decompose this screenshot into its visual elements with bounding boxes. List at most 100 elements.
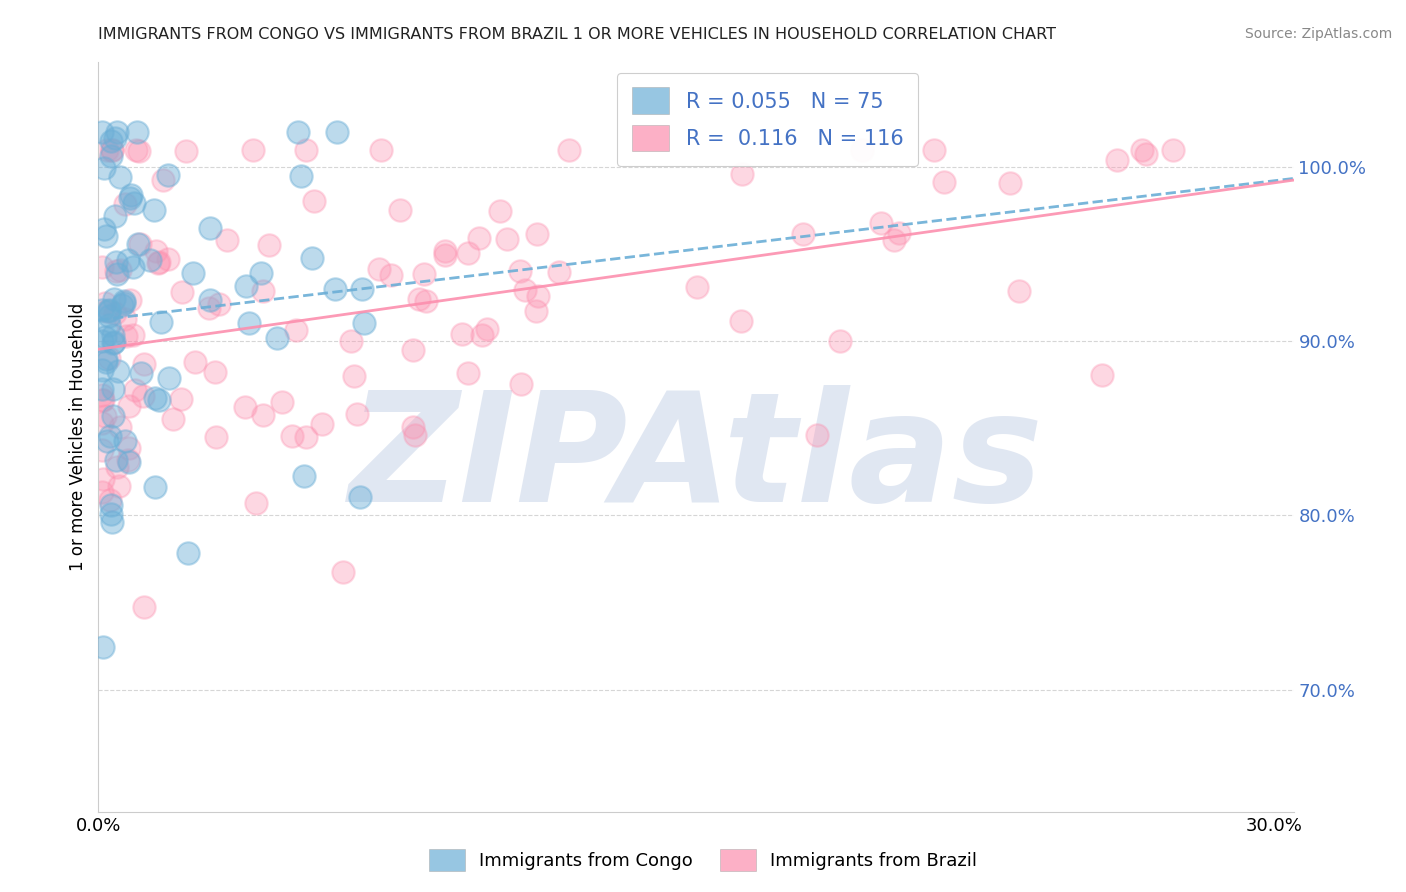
Point [257, 238, 280, 252]
Point [181, 266, 204, 280]
Text: ZIPAtlas: ZIPAtlas [349, 385, 1043, 534]
Point [157, 168, 180, 182]
Point [125, 143, 148, 157]
Point [172, 285, 194, 300]
Point [104, 255, 127, 269]
Point [122, 195, 145, 210]
Point [157, 252, 180, 266]
Point [1161, 143, 1184, 157]
Point [98, 318, 121, 333]
Point [1008, 284, 1031, 298]
Point [150, 315, 173, 329]
Point [128, 144, 150, 158]
Point [143, 391, 166, 405]
Point [104, 130, 127, 145]
Point [998, 176, 1021, 190]
Point [731, 167, 754, 181]
Point [215, 233, 238, 247]
Point [117, 455, 139, 469]
Point [91, 125, 114, 139]
Point [1105, 153, 1128, 168]
Point [97, 303, 120, 318]
Point [132, 600, 155, 615]
Point [887, 226, 910, 240]
Point [233, 400, 256, 414]
Point [304, 194, 326, 209]
Point [402, 343, 425, 358]
Point [349, 490, 371, 504]
Point [94, 355, 117, 369]
Point [100, 134, 122, 148]
Point [475, 322, 498, 336]
Point [93, 222, 115, 236]
Point [157, 370, 180, 384]
Point [806, 428, 828, 442]
Point [103, 293, 125, 307]
Point [198, 301, 221, 315]
Point [91, 387, 114, 401]
Point [471, 328, 494, 343]
Point [332, 565, 354, 579]
Point [114, 311, 136, 326]
Point [108, 263, 131, 277]
Point [388, 203, 411, 218]
Point [98, 351, 121, 365]
Point [325, 282, 347, 296]
Point [932, 176, 955, 190]
Point [105, 125, 128, 139]
Point [143, 203, 166, 218]
Point [326, 125, 349, 139]
Point [104, 306, 127, 320]
Point [120, 191, 142, 205]
Point [284, 323, 307, 337]
Point [271, 394, 294, 409]
Point [170, 392, 193, 407]
Text: IMMIGRANTS FROM CONGO VS IMMIGRANTS FROM BRAZIL 1 OR MORE VEHICLES IN HOUSEHOLD : IMMIGRANTS FROM CONGO VS IMMIGRANTS FROM… [98, 27, 1056, 42]
Point [122, 328, 145, 343]
Point [870, 217, 893, 231]
Point [104, 210, 127, 224]
Point [402, 420, 425, 434]
Point [105, 459, 128, 474]
Point [828, 334, 851, 349]
Point [105, 264, 128, 278]
Point [295, 430, 318, 444]
Point [118, 442, 141, 456]
Point [174, 145, 197, 159]
Point [101, 143, 124, 157]
Point [94, 409, 117, 424]
Point [412, 267, 434, 281]
Point [91, 640, 114, 654]
Point [513, 283, 536, 297]
Point [1091, 368, 1114, 383]
Point [127, 236, 149, 251]
Point [98, 493, 121, 508]
Point [96, 304, 118, 318]
Point [91, 382, 114, 396]
Point [367, 262, 389, 277]
Point [96, 434, 118, 448]
Point [238, 317, 260, 331]
Point [101, 409, 124, 424]
Point [94, 296, 117, 310]
Point [250, 266, 273, 280]
Point [311, 417, 333, 431]
Point [91, 392, 114, 407]
Point [121, 260, 143, 275]
Point [252, 285, 274, 299]
Point [457, 366, 479, 380]
Point [91, 260, 114, 274]
Point [434, 244, 457, 259]
Point [380, 268, 402, 283]
Point [235, 278, 257, 293]
Point [488, 203, 510, 218]
Point [114, 329, 136, 343]
Point [152, 173, 174, 187]
Point [252, 408, 274, 422]
Point [526, 227, 548, 241]
Point [1132, 143, 1154, 157]
Point [148, 392, 170, 407]
Point [91, 302, 114, 317]
Legend: R = 0.055   N = 75, R =  0.116   N = 116: R = 0.055 N = 75, R = 0.116 N = 116 [617, 73, 918, 166]
Point [370, 143, 392, 157]
